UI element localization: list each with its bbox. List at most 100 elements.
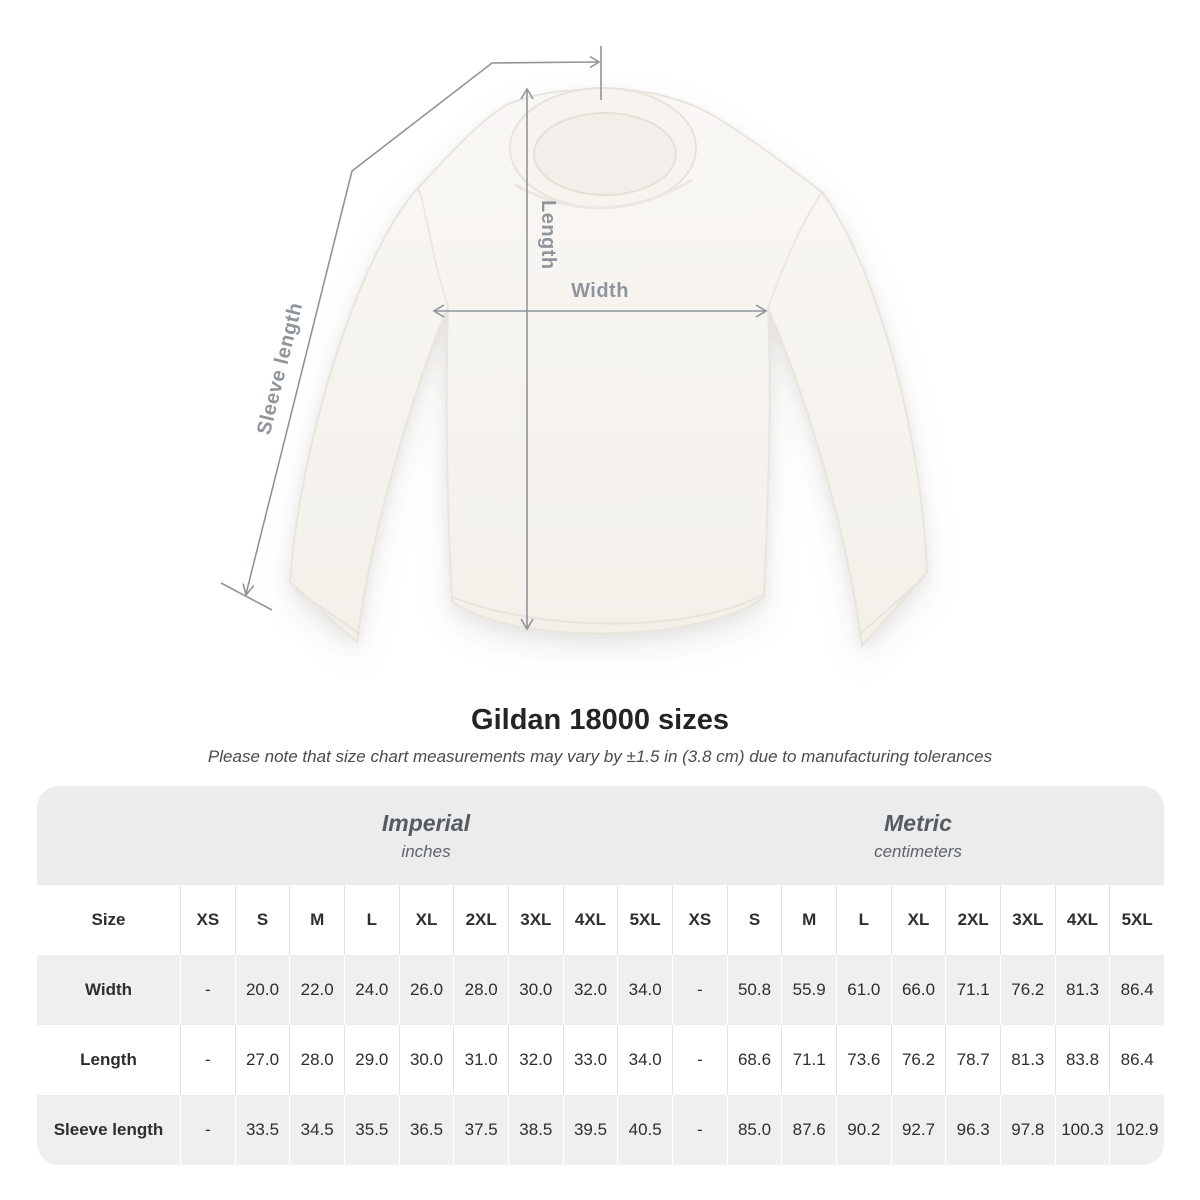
value-cell: 33.5 — [234, 1095, 290, 1165]
metric-title: Metric — [884, 809, 952, 836]
value-cell: 96.3 — [945, 1095, 1000, 1165]
sweatshirt-diagram: Length Width Sleeve length — [220, 46, 929, 649]
value-cell: 40.5 — [617, 1095, 672, 1165]
value-cell: 100.3 — [1054, 1095, 1110, 1165]
value-cell: - — [180, 955, 235, 1025]
left-cuff-seam — [295, 589, 361, 635]
value-cell: 29.0 — [344, 1025, 399, 1095]
value-cell: 32.0 — [508, 1025, 563, 1095]
right-cuff-seam — [857, 579, 922, 637]
value-cell: 81.3 — [1000, 1025, 1055, 1095]
size-cell: XS — [672, 885, 727, 955]
value-cell: 50.8 — [726, 955, 782, 1025]
row-label: Length — [80, 1050, 137, 1069]
value-cell: 71.1 — [781, 1025, 836, 1095]
length-arrow-down-icon — [520, 618, 534, 631]
size-cell: XS — [180, 885, 235, 955]
imperial-title: Imperial — [381, 809, 471, 836]
value-cell: 36.5 — [398, 1095, 454, 1165]
length-arrow-up-icon — [520, 87, 534, 100]
size-table: Imperial inches Metric centimeters Size X… — [37, 786, 1164, 1165]
value-cell: 81.3 — [1054, 955, 1110, 1025]
imperial-header: Imperial inches — [180, 786, 672, 885]
width-arrow-right-icon — [755, 304, 768, 318]
table-row: Sleeve length -33.5 34.5 35.5 36.5 37.5 38.5 39… — [37, 1095, 1164, 1165]
value-cell: 22.0 — [289, 955, 344, 1025]
value-cell: 83.8 — [1054, 1025, 1110, 1095]
value-cell: 28.0 — [289, 1025, 344, 1095]
value-cell: 26.0 — [398, 955, 454, 1025]
length-label: Length — [537, 200, 559, 270]
value-cell: - — [672, 1095, 727, 1165]
value-cell: - — [672, 955, 727, 1025]
value-cell: - — [672, 1025, 727, 1095]
size-cell: 4XL — [562, 885, 618, 955]
value-cell: 61.0 — [836, 955, 891, 1025]
value-cell: 32.0 — [562, 955, 618, 1025]
size-header-row: Size XS S M L XL 2XL 3XL 4XL 5XL XS S M L XL 2XL 3XL 4XL 5… — [37, 885, 1164, 955]
dimension-lines — [220, 46, 768, 631]
value-cell: 85.0 — [726, 1095, 782, 1165]
sweatshirt-svg: Length Width Sleeve length — [220, 46, 929, 649]
imperial-unit: inches — [401, 841, 451, 861]
size-cell: 4XL — [1054, 885, 1110, 955]
value-cell: 97.8 — [1000, 1095, 1055, 1165]
table-row: Width -20.0 22.0 24.0 26.0 28.0 30.0 32.0 34.0-5… — [37, 955, 1164, 1025]
value-cell: 73.6 — [836, 1025, 891, 1095]
value-cell: 24.0 — [344, 955, 399, 1025]
value-cell: 86.4 — [1109, 955, 1164, 1025]
value-cell: 31.0 — [453, 1025, 508, 1095]
left-armhole-seam — [417, 187, 449, 307]
value-cell: 38.5 — [508, 1095, 563, 1165]
size-cell: L — [836, 885, 891, 955]
row-label: Size — [91, 910, 126, 929]
value-cell: 71.1 — [945, 955, 1000, 1025]
tolerance-note: Please note that size chart measurements… — [207, 747, 993, 766]
size-cell: L — [344, 885, 399, 955]
sleeve-length-label: Sleeve length — [253, 300, 307, 437]
cuff-tick-line — [220, 582, 273, 611]
value-cell: 39.5 — [562, 1095, 618, 1165]
size-cell: M — [289, 885, 344, 955]
band-spacer — [37, 786, 180, 885]
size-cell: S — [234, 885, 290, 955]
value-cell: 35.5 — [344, 1095, 399, 1165]
value-cell: 102.9 — [1109, 1095, 1164, 1165]
collar-shadow-line — [514, 178, 693, 210]
sweatshirt — [288, 87, 929, 649]
hem-seam — [451, 593, 765, 625]
row-label: Width — [84, 980, 133, 999]
value-cell: 34.0 — [617, 955, 672, 1025]
size-cell: 3XL — [1000, 885, 1055, 955]
value-cell: 76.2 — [1000, 955, 1055, 1025]
value-cell: 87.6 — [781, 1095, 836, 1165]
size-cell: XL — [890, 885, 946, 955]
value-cell: 27.0 — [234, 1025, 290, 1095]
page-title: Gildan 18000 sizes — [471, 704, 729, 736]
metric-unit: centimeters — [874, 841, 962, 861]
value-cell: 30.0 — [508, 955, 563, 1025]
size-cell: 5XL — [617, 885, 672, 955]
size-cell: 2XL — [453, 885, 508, 955]
value-cell: 30.0 — [398, 1025, 454, 1095]
value-cell: 34.5 — [289, 1095, 344, 1165]
value-cell: 33.0 — [562, 1025, 618, 1095]
value-cell: 68.6 — [726, 1025, 782, 1095]
size-cell: 5XL — [1109, 885, 1164, 955]
value-cell: 55.9 — [781, 955, 836, 1025]
value-cell: 76.2 — [890, 1025, 946, 1095]
size-cell: 2XL — [945, 885, 1000, 955]
sleeve-dimension-line — [245, 61, 598, 595]
value-cell: 20.0 — [234, 955, 290, 1025]
size-cell: 3XL — [508, 885, 563, 955]
value-cell: 34.0 — [617, 1025, 672, 1095]
value-cell: 86.4 — [1109, 1025, 1164, 1095]
width-arrow-left-icon — [432, 304, 445, 318]
size-cell: M — [781, 885, 836, 955]
value-cell: 90.2 — [836, 1095, 891, 1165]
sweatshirt-body — [288, 87, 929, 649]
right-armhole-seam — [767, 191, 823, 309]
size-cell: S — [726, 885, 782, 955]
value-cell: 92.7 — [890, 1095, 946, 1165]
